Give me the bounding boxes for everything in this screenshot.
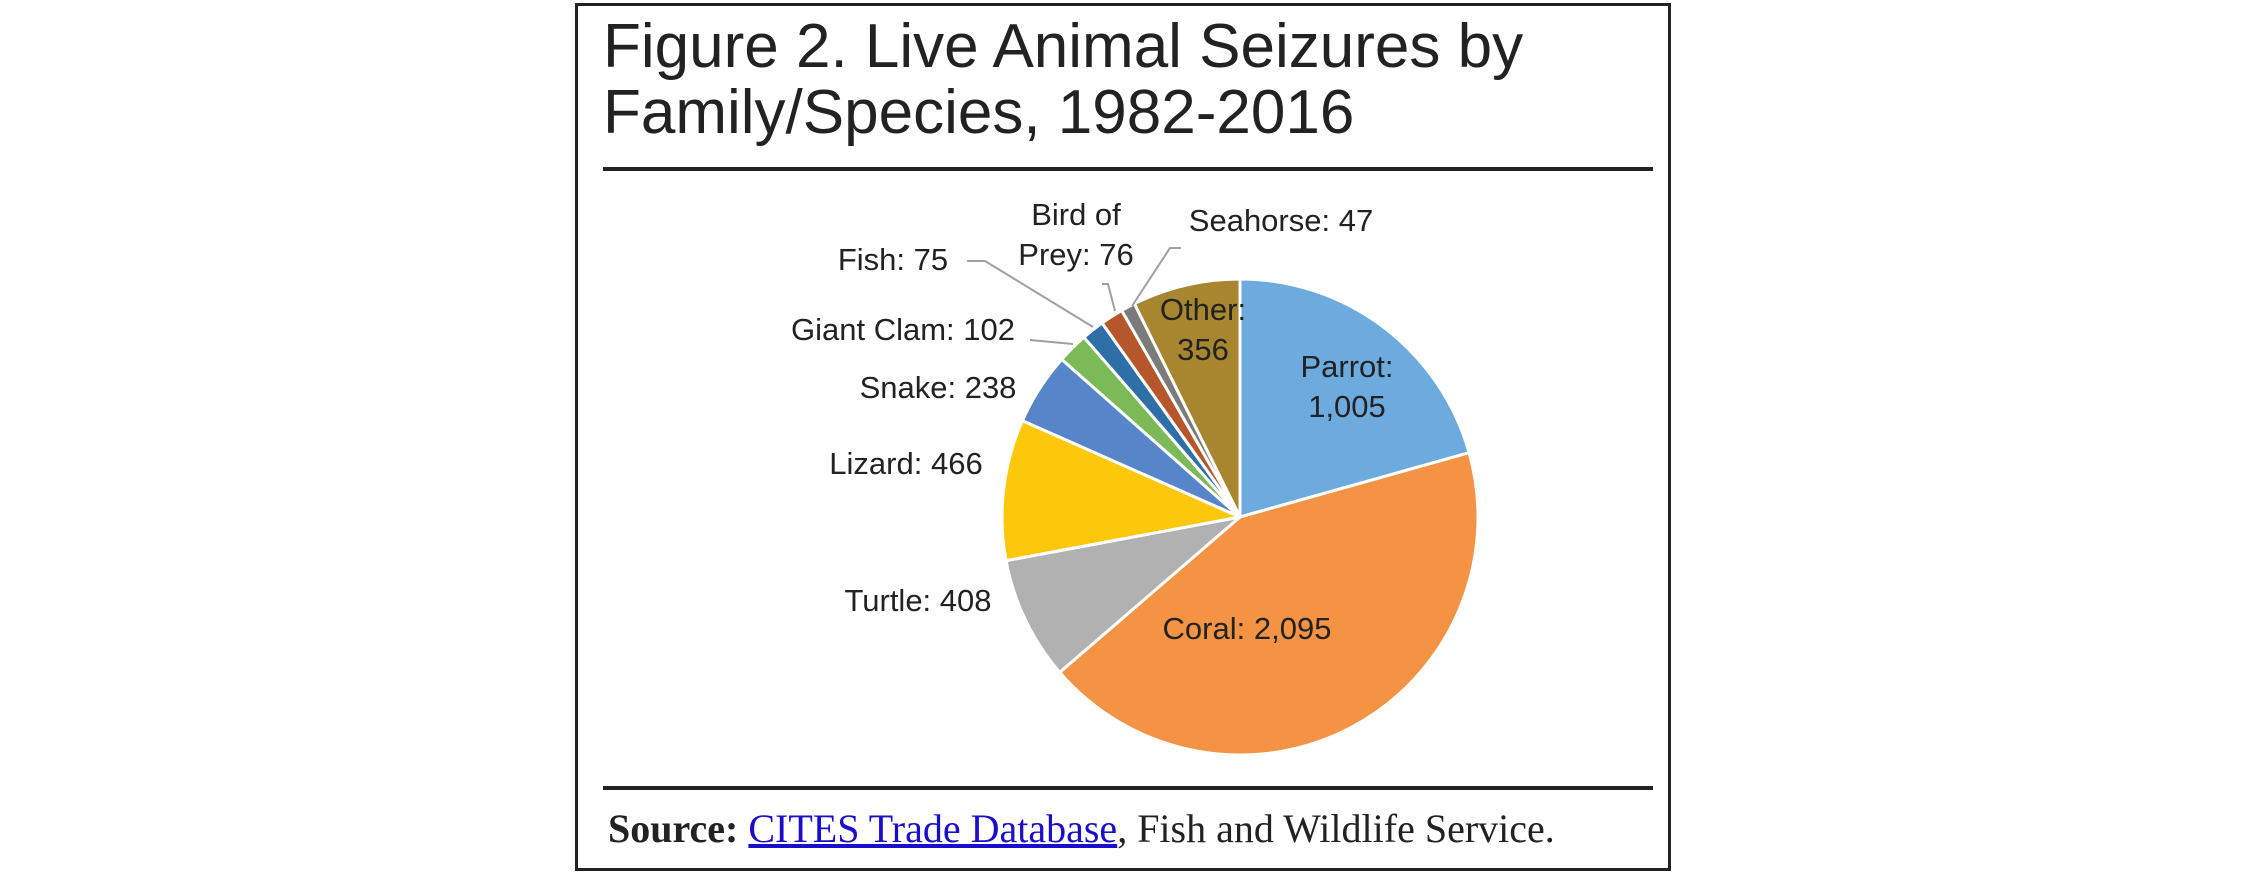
value-label: 102 [963, 312, 1016, 347]
value-label: 75 [913, 242, 949, 277]
value-label: 76 [1099, 237, 1134, 272]
slice-label: Turtle: 408 [818, 581, 1018, 621]
value-label: 2,095 [1253, 611, 1332, 646]
category-label: Parrot: [1300, 349, 1394, 384]
leader-lines [967, 247, 1181, 345]
value-label: 1,005 [1308, 389, 1386, 424]
chart-title: Figure 2. Live Animal Seizures by Family… [603, 12, 1524, 147]
category-label: Snake: [859, 370, 957, 405]
rule [603, 786, 1653, 790]
value-label: 356 [1177, 332, 1229, 367]
rule [603, 167, 1653, 171]
source: Source: CITES Trade Database, Fish and W… [608, 805, 1555, 852]
leader-line [967, 260, 1094, 328]
slice-label: Bird of Prey: 76 [1006, 195, 1146, 275]
slice-label: Snake: 238 [838, 368, 1038, 408]
leader-line [1102, 283, 1116, 312]
value-label: 238 [964, 370, 1017, 405]
value-label: 408 [939, 583, 992, 618]
leader-line [1029, 339, 1074, 345]
pie-slice [1238, 277, 1471, 519]
pie-slice [1132, 277, 1242, 519]
pie-slice [1000, 419, 1242, 563]
category-label: Giant Clam: [790, 312, 955, 347]
slice-label: Seahorse: 47 [1161, 201, 1401, 241]
slice-label: Coral: 2,095 [1117, 609, 1377, 649]
category-label: Turtle: [844, 583, 932, 618]
leader-line [1131, 247, 1181, 307]
value-label: 466 [930, 446, 983, 481]
category-label: Coral: [1162, 611, 1246, 646]
slice-label: Lizard: 466 [806, 444, 1006, 484]
source-label: Source: [608, 806, 739, 851]
category-label: Bird of Prey: [1018, 197, 1121, 272]
category-label: Fish: [837, 242, 906, 277]
value-label: 47 [1338, 203, 1374, 238]
pie-slice [1004, 515, 1242, 674]
category-label: Seahorse: [1188, 203, 1331, 238]
pie-slice [1058, 451, 1480, 757]
slice-label: Parrot: 1,005 [1277, 347, 1417, 427]
source-link[interactable]: CITES Trade Database [748, 806, 1118, 851]
category-label: Lizard: [829, 446, 923, 481]
source-text: , Fish and Wildlife Service. [1117, 806, 1555, 851]
slice-label: Giant Clam: 102 [773, 310, 1033, 350]
category-label: Other: [1159, 292, 1247, 327]
slice-label: Other: 356 [1153, 290, 1253, 370]
slice-label: Fish: 75 [813, 240, 973, 280]
frame [575, 3, 1671, 871]
